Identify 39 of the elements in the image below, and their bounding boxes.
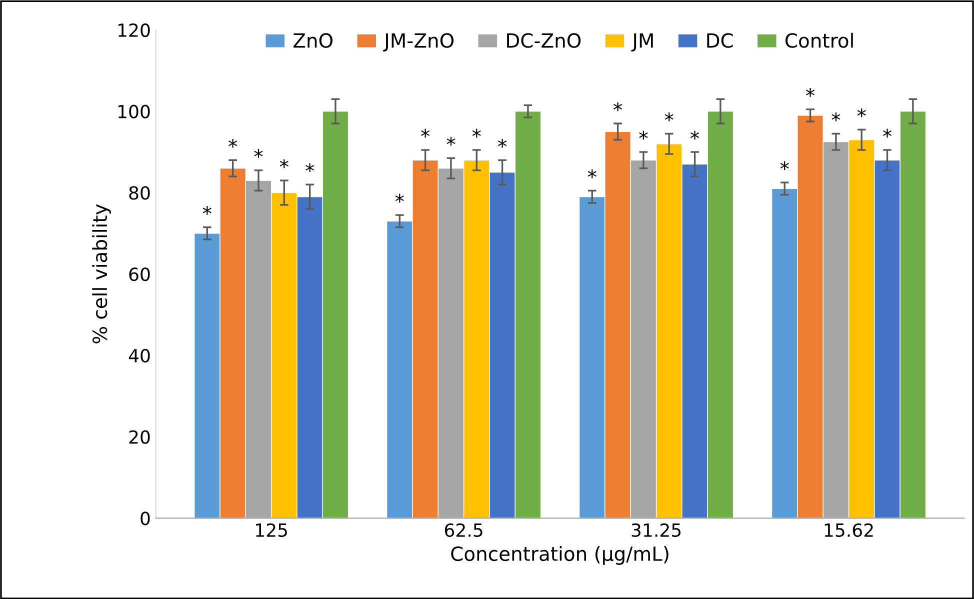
data-label: * xyxy=(639,130,648,140)
data-label: * xyxy=(664,112,674,122)
x-tick-label: 125 xyxy=(256,523,287,537)
data-label: * xyxy=(498,138,507,148)
data-label: * xyxy=(857,108,866,118)
data-label: * xyxy=(228,138,238,148)
data-label: * xyxy=(588,169,596,178)
data-label: * xyxy=(832,112,840,122)
data-label: * xyxy=(882,128,892,138)
data-label: * xyxy=(780,161,789,170)
legend-label: Control xyxy=(786,32,853,48)
x-tick-label: 62.5 xyxy=(444,523,482,537)
data-label: * xyxy=(472,128,481,138)
legend-label: JM xyxy=(631,33,653,52)
legend-label: DC xyxy=(707,33,733,48)
legend-label: DC-ZnO xyxy=(507,33,581,48)
legend-label: JM-ZnO xyxy=(383,33,454,52)
y-tick-label: 60 xyxy=(129,268,150,282)
data-label: * xyxy=(202,206,212,215)
legend-label: ZnO xyxy=(294,33,332,48)
y-tick-label: 0 xyxy=(140,512,150,526)
x-axis-title: Concentration (µg/mL) xyxy=(451,546,668,565)
x-tick-label: 15.62 xyxy=(824,523,873,537)
data-label: * xyxy=(254,149,263,158)
data-label: * xyxy=(306,163,314,172)
data-label: * xyxy=(280,159,288,168)
data-label: * xyxy=(690,130,700,140)
y-tick-label: 100 xyxy=(118,104,150,118)
y-axis-title: % cell viability xyxy=(92,204,111,344)
data-label: * xyxy=(446,136,456,146)
data-label: * xyxy=(395,194,404,203)
y-tick-label: 20 xyxy=(129,430,150,444)
data-label: * xyxy=(806,88,815,97)
data-label: * xyxy=(614,102,622,112)
x-tick-label: 31.25 xyxy=(632,523,681,537)
data-label: * xyxy=(421,128,430,138)
y-tick-label: 80 xyxy=(129,186,150,200)
y-tick-label: 120 xyxy=(118,23,150,38)
y-tick-label: 40 xyxy=(128,348,150,363)
